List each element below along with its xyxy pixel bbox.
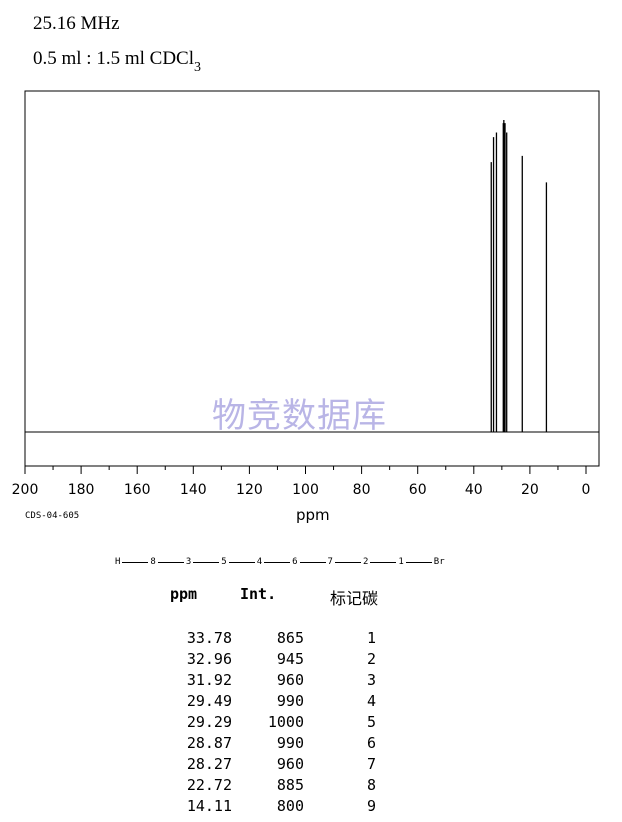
- atom-label: 1: [398, 557, 404, 567]
- x-tick-label: 60: [409, 482, 427, 498]
- x-axis-tick-labels: 200 180 160 140 120 100 80 60 40 20 0: [12, 482, 591, 498]
- x-tick-label: 40: [465, 482, 483, 498]
- header-intensity: Int.: [240, 585, 277, 603]
- watermark: 物竞数据库: [212, 396, 387, 436]
- nmr-spectrum-chart: 200 180 160 140 120 100 80 60 40 20 0: [12, 90, 600, 498]
- atom-label: Br: [433, 557, 445, 567]
- carbon-label-cell: 8: [366, 775, 376, 794]
- spectrometer-frequency: 25.16 MHz: [33, 13, 120, 34]
- bond-line: [228, 562, 255, 563]
- intensity-cell: 800: [276, 796, 304, 815]
- table-row: 29.29 1000 5: [170, 711, 384, 732]
- shift-cell: 31.92: [186, 670, 232, 689]
- x-tick-label: 100: [292, 482, 319, 498]
- x-tick-label: 120: [236, 482, 263, 498]
- intensity-cell: 1000: [267, 712, 304, 731]
- intensity-cell: 960: [276, 754, 304, 773]
- table-spacer: [170, 615, 384, 627]
- atom-label: 4: [256, 557, 263, 567]
- x-tick-label: 20: [521, 482, 539, 498]
- table-row: 22.72 885 8: [170, 774, 384, 795]
- bond-line: [405, 562, 432, 563]
- bond-line: [264, 562, 291, 563]
- shift-cell: 22.72: [186, 775, 232, 794]
- x-tick-label: 80: [353, 482, 371, 498]
- shift-cell: 14.11: [186, 796, 232, 815]
- carbon-label-cell: 9: [366, 796, 376, 815]
- table-row: 31.92 960 3: [170, 669, 384, 690]
- solvent-text: 0.5 ml : 1.5 ml CDCl: [33, 48, 194, 69]
- x-tick-label: 200: [12, 482, 39, 498]
- x-tick-label: 160: [124, 482, 151, 498]
- atom-label: 5: [221, 557, 227, 567]
- x-axis-ticks: [24, 466, 587, 474]
- carbon-label-cell: 4: [366, 691, 376, 710]
- solvent-info: 0.5 ml : 1.5 ml CDCl3: [33, 48, 201, 76]
- intensity-cell: 865: [276, 628, 304, 647]
- table-row: 28.27 960 7: [170, 753, 384, 774]
- x-tick-label: 140: [180, 482, 207, 498]
- plot-frame: [24, 90, 600, 467]
- bond-line: [334, 562, 361, 563]
- atom-label: 2: [362, 557, 369, 567]
- intensity-cell: 990: [276, 691, 304, 710]
- carbon-label-cell: 6: [366, 733, 376, 752]
- bond-line: [370, 562, 397, 563]
- peak-table-header: ppm Int. 标记碳: [170, 585, 384, 615]
- x-tick-label: 0: [582, 482, 591, 498]
- x-axis-label: ppm: [296, 506, 330, 524]
- carbon-label-cell: 1: [366, 628, 376, 647]
- bond-line: [193, 562, 220, 563]
- shift-cell: 32.96: [186, 649, 232, 668]
- intensity-cell: 990: [276, 733, 304, 752]
- header-carbon-label: 标记碳: [330, 589, 379, 608]
- solvent-subscript: 3: [194, 60, 201, 75]
- table-row: 33.78 865 1: [170, 627, 384, 648]
- intensity-cell: 885: [276, 775, 304, 794]
- carbon-label-cell: 5: [366, 712, 376, 731]
- shift-cell: 28.27: [186, 754, 232, 773]
- carbon-label-cell: 2: [366, 649, 376, 668]
- spectrum-peaks: [490, 120, 548, 432]
- spectrum-code: CDS-04-605: [25, 511, 80, 521]
- carbon-label-cell: 3: [366, 670, 376, 689]
- shift-cell: 29.29: [186, 712, 232, 731]
- atom-label: 6: [292, 557, 298, 567]
- shift-cell: 28.87: [186, 733, 232, 752]
- shift-cell: 29.49: [186, 691, 232, 710]
- atom-label: 3: [185, 557, 192, 567]
- shift-cell: 33.78: [186, 628, 232, 647]
- bond-line: [299, 562, 326, 563]
- table-row: 29.49 990 4: [170, 690, 384, 711]
- peak-table: ppm Int. 标记碳 33.78 865 1 32.96 945 2 31.92 960 3…: [170, 585, 384, 816]
- molecule-structure: H 8 3 5 4 6 7 2 1 Br: [113, 557, 447, 567]
- intensity-cell: 945: [276, 649, 304, 668]
- carbon-label-cell: 7: [366, 754, 376, 773]
- intensity-cell: 960: [276, 670, 304, 689]
- atom-label: 7: [327, 557, 333, 567]
- x-tick-label: 180: [68, 482, 95, 498]
- bond-line: [122, 562, 149, 563]
- bond-line: [157, 562, 184, 563]
- table-row: 14.11 800 9: [170, 795, 384, 816]
- table-row: 28.87 990 6: [170, 732, 384, 753]
- atom-label: H: [115, 557, 121, 567]
- atom-label: 8: [150, 557, 156, 567]
- header-ppm: ppm: [170, 585, 198, 603]
- table-row: 32.96 945 2: [170, 648, 384, 669]
